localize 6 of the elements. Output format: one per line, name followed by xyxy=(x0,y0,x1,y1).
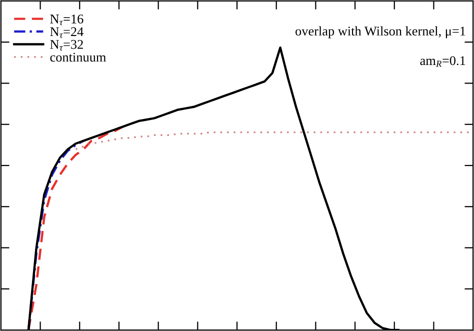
legend-label: N$_{τ}$=32 xyxy=(50,40,83,51)
text: overlap with Wilson kernel, μ=1 xyxy=(296,26,466,38)
legend-label: N$_{τ}$=16 xyxy=(50,14,84,26)
legend-label: continuum xyxy=(50,52,106,62)
annotation: am$_{R}$=0.1 xyxy=(420,56,466,67)
legend-label: N$_{τ}$=24 xyxy=(50,27,84,38)
